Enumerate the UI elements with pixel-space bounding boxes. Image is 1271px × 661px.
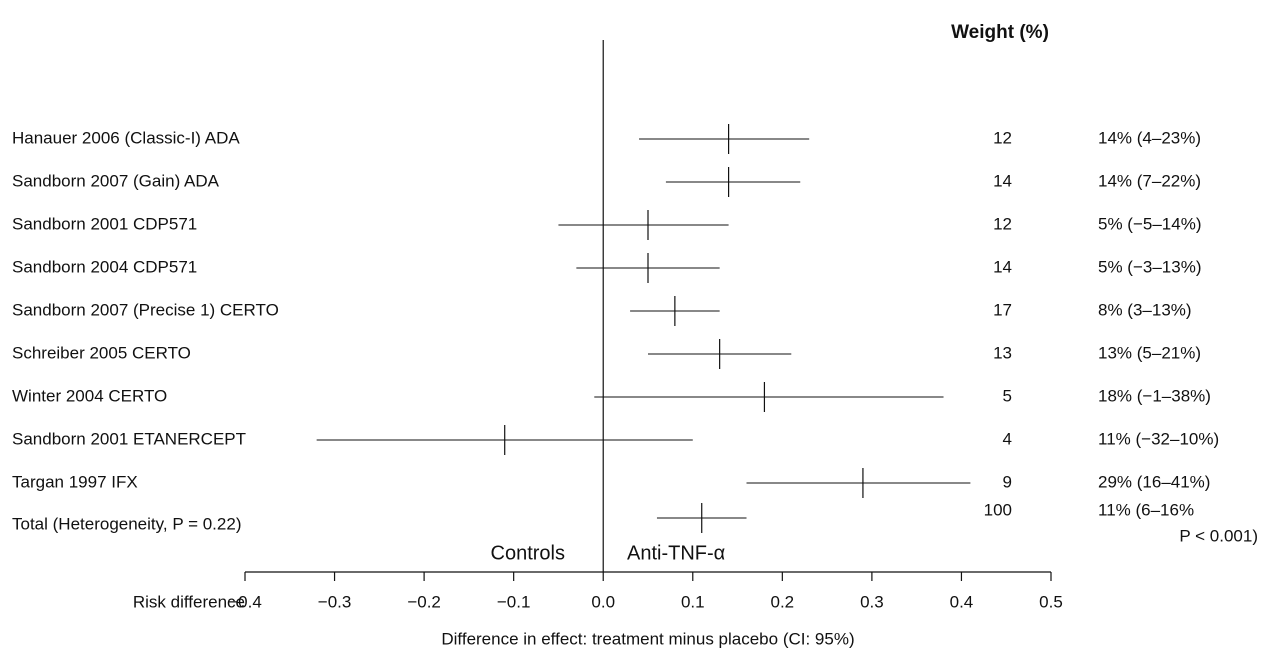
weight-value: 12	[993, 128, 1012, 147]
ci-label: 13% (5–21%)	[1098, 343, 1201, 362]
study-label: Sandborn 2001 ETANERCEPT	[12, 429, 246, 448]
weight-header: Weight (%)	[951, 22, 1049, 43]
weight-value: 5	[1003, 386, 1012, 405]
x-tick-label: −0.4	[228, 592, 262, 611]
weight-value: 9	[1003, 472, 1012, 491]
x-axis-name: Risk difference	[133, 592, 245, 611]
weight-value: 14	[993, 171, 1012, 190]
x-tick-label: 0.2	[771, 592, 795, 611]
ci-label: 5% (−5–14%)	[1098, 214, 1201, 233]
study-label: Targan 1997 IFX	[12, 472, 138, 491]
ci-label: 14% (7–22%)	[1098, 171, 1201, 190]
ci-label: 11% (6–16%	[1098, 500, 1194, 519]
study-label: Sandborn 2001 CDP571	[12, 214, 197, 233]
study-label: Hanauer 2006 (Classic-I) ADA	[12, 128, 240, 147]
weight-value: 100	[984, 500, 1012, 519]
ci-label: P < 0.001)	[1179, 526, 1258, 545]
ci-label: 8% (3–13%)	[1098, 300, 1192, 319]
study-label: Winter 2004 CERTO	[12, 386, 167, 405]
ci-label: 29% (16–41%)	[1098, 472, 1210, 491]
weight-value: 12	[993, 214, 1012, 233]
ci-label: 11% (−32–10%)	[1098, 429, 1219, 448]
treatment-label: Anti-TNF-α	[627, 542, 725, 564]
ci-label: 14% (4–23%)	[1098, 128, 1201, 147]
study-label: Total (Heterogeneity, P = 0.22)	[12, 514, 241, 533]
x-tick-label: 0.3	[860, 592, 884, 611]
study-label: Sandborn 2004 CDP571	[12, 257, 197, 276]
x-tick-label: −0.2	[407, 592, 441, 611]
controls-label: Controls	[491, 542, 565, 564]
ci-label: 18% (−1–38%)	[1098, 386, 1211, 405]
x-tick-label: −0.1	[497, 592, 531, 611]
study-label: Sandborn 2007 (Gain) ADA	[12, 171, 220, 190]
x-tick-label: 0.0	[591, 592, 615, 611]
weight-value: 4	[1003, 429, 1012, 448]
ci-label: 5% (−3–13%)	[1098, 257, 1201, 276]
x-tick-label: 0.5	[1039, 592, 1063, 611]
x-tick-label: 0.1	[681, 592, 705, 611]
x-axis-title: Difference in effect: treatment minus pl…	[441, 629, 854, 648]
weight-value: 13	[993, 343, 1012, 362]
x-tick-label: 0.4	[950, 592, 974, 611]
study-label: Schreiber 2005 CERTO	[12, 343, 191, 362]
weight-value: 17	[993, 300, 1012, 319]
x-tick-label: −0.3	[318, 592, 352, 611]
weight-value: 14	[993, 257, 1012, 276]
study-label: Sandborn 2007 (Precise 1) CERTO	[12, 300, 279, 319]
